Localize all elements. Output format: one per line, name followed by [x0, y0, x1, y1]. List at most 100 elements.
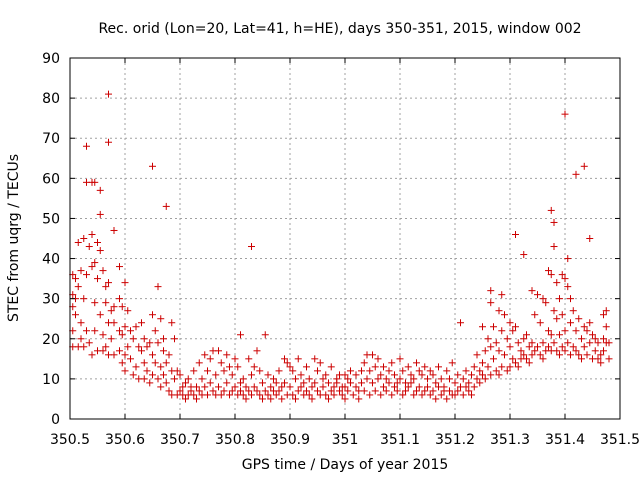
data-point: [85, 339, 93, 347]
data-point: [352, 383, 360, 391]
y-tick-label: 80: [42, 91, 60, 107]
data-point: [102, 283, 110, 291]
data-point: [558, 343, 566, 351]
data-point: [165, 387, 173, 395]
data-points: [69, 90, 613, 403]
data-point: [572, 170, 580, 178]
data-point: [223, 351, 231, 359]
data-point: [162, 359, 170, 367]
data-point: [256, 367, 264, 375]
data-point: [330, 391, 338, 399]
data-point: [105, 138, 112, 146]
data-point: [124, 307, 132, 315]
data-point: [308, 383, 316, 391]
data-point: [597, 351, 605, 359]
data-point: [575, 351, 583, 359]
data-point: [426, 367, 434, 375]
data-point: [311, 355, 319, 363]
data-point: [96, 210, 104, 218]
data-point: [413, 387, 420, 395]
data-point: [495, 347, 503, 355]
data-point: [333, 379, 341, 387]
data-point: [523, 331, 530, 339]
data-point: [437, 391, 445, 399]
data-point: [149, 311, 156, 319]
data-point: [316, 359, 324, 367]
data-point: [201, 351, 209, 359]
data-point: [127, 355, 134, 363]
data-point: [344, 375, 352, 383]
data-point: [360, 387, 368, 395]
data-point: [550, 307, 558, 315]
data-point: [495, 307, 503, 315]
data-point: [217, 359, 225, 367]
data-point: [391, 383, 398, 391]
data-point: [171, 335, 178, 343]
data-point: [88, 230, 96, 238]
x-tick-label: 351.2: [435, 432, 475, 448]
data-point: [536, 351, 544, 359]
data-point: [85, 243, 93, 251]
data-point: [580, 162, 588, 170]
data-point: [146, 339, 154, 347]
data-point: [404, 383, 412, 391]
data-point: [228, 371, 236, 379]
data-point: [198, 375, 206, 383]
data-point: [525, 359, 533, 367]
data-point: [242, 383, 250, 391]
data-point: [547, 271, 555, 279]
data-point: [311, 379, 319, 387]
data-point: [118, 303, 126, 311]
y-tick-label: 20: [42, 332, 60, 348]
data-point: [267, 383, 275, 391]
data-point: [80, 343, 88, 351]
data-point: [77, 335, 85, 343]
data-point: [344, 387, 352, 395]
data-point: [146, 379, 154, 387]
data-point: [589, 331, 596, 339]
data-point: [600, 347, 607, 355]
data-point: [300, 379, 308, 387]
data-point: [91, 178, 99, 186]
y-tick-label: 60: [42, 171, 60, 187]
data-point: [193, 383, 200, 391]
data-point: [542, 299, 550, 307]
data-point: [454, 387, 462, 395]
data-point: [512, 230, 519, 238]
data-point: [322, 371, 330, 379]
data-point: [116, 347, 123, 355]
data-point: [399, 391, 407, 399]
x-tick-label: 350.5: [50, 432, 90, 448]
data-point: [492, 367, 500, 375]
data-point: [347, 367, 354, 375]
data-point: [418, 391, 426, 399]
data-point: [94, 239, 101, 247]
data-point: [143, 343, 151, 351]
data-point: [319, 383, 327, 391]
data-point: [215, 383, 222, 391]
data-point: [157, 363, 165, 371]
data-point: [520, 335, 528, 343]
data-point: [484, 335, 492, 343]
data-point: [487, 371, 495, 379]
data-point: [580, 323, 588, 331]
data-point: [294, 355, 302, 363]
data-point: [506, 343, 514, 351]
data-point: [355, 395, 363, 403]
data-point: [195, 387, 203, 395]
x-tick-label: 350.7: [160, 432, 200, 448]
data-point: [303, 363, 310, 371]
data-point: [168, 319, 176, 327]
data-point: [341, 395, 349, 403]
data-point: [594, 355, 602, 363]
data-point: [248, 391, 255, 399]
data-point: [495, 371, 503, 379]
data-point: [558, 271, 566, 279]
data-point: [74, 239, 82, 247]
data-point: [591, 347, 599, 355]
y-tick-label: 70: [42, 131, 60, 147]
data-point: [330, 383, 338, 391]
data-point: [520, 251, 528, 259]
data-point: [429, 387, 437, 395]
data-point: [506, 319, 514, 327]
